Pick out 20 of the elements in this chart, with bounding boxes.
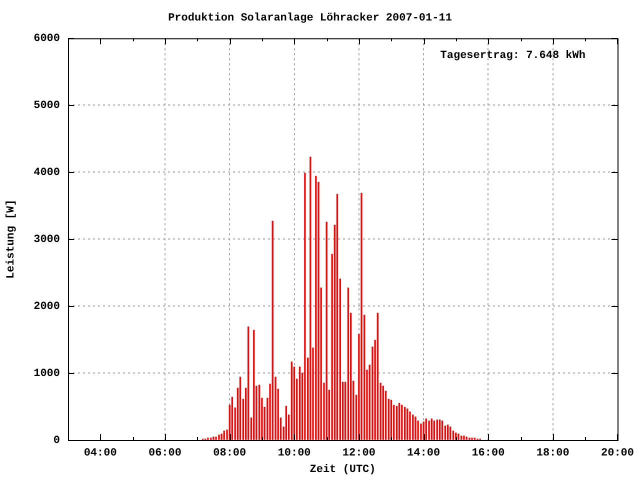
x-tick-label: 04:00 <box>84 447 117 460</box>
y-tick-label: 1000 <box>34 368 60 380</box>
x-tick-label: 14:00 <box>407 447 440 460</box>
y-tick-label: 4000 <box>34 166 60 179</box>
chart-title: Produktion Solaranlage Löhracker 2007-01-11 <box>168 12 452 24</box>
x-tick-label: 08:00 <box>213 447 246 460</box>
y-axis-title: Leistung [W] <box>5 199 18 279</box>
x-axis-title: Zeit (UTC) <box>310 464 376 476</box>
x-tick-label: 10:00 <box>278 447 311 460</box>
x-tick-label: 16:00 <box>472 447 505 460</box>
y-tick-label: 6000 <box>34 32 60 45</box>
y-tick-label: 2000 <box>34 300 60 313</box>
x-tick-label: 12:00 <box>342 447 376 460</box>
x-tick-label: 18:00 <box>536 447 570 460</box>
x-tick-label: 20:00 <box>600 447 634 460</box>
y-tick-label: 0 <box>53 434 60 447</box>
annotation: Tagesertrag: 7.648 kWh <box>440 50 586 62</box>
x-tick-label: 06:00 <box>148 447 182 460</box>
y-tick-label: 5000 <box>34 100 60 112</box>
y-tick-label: 3000 <box>34 234 60 246</box>
